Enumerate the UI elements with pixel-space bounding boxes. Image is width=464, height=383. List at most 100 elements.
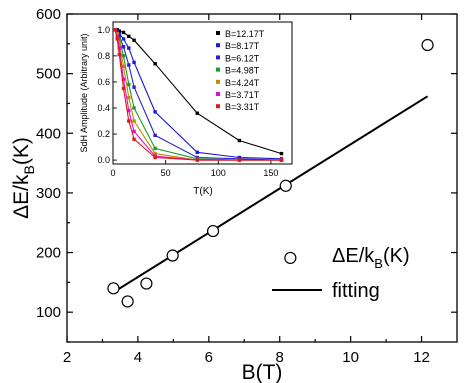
main-y-axis-label-sub: B — [21, 165, 37, 174]
main-plot-frame — [66, 13, 458, 343]
inset-legend-label: B=6.12T — [225, 53, 260, 63]
inset-data-point — [237, 158, 242, 162]
inset-data-point — [117, 32, 122, 36]
inset-x-tick-label: 100 — [211, 168, 226, 178]
inset-data-point — [127, 108, 131, 113]
main-x-tick-label: 6 — [205, 349, 213, 366]
inset-series-line — [114, 29, 282, 161]
inset-data-point — [195, 158, 199, 162]
inset-data-point — [117, 41, 122, 45]
inset-data-point — [132, 137, 136, 141]
data-point-open-circle — [206, 224, 220, 238]
inset-data-point — [153, 110, 157, 114]
legend-label-data-tail: (K) — [383, 245, 410, 267]
data-point-open-circle — [166, 249, 179, 262]
inset-data-point — [121, 30, 126, 35]
inset-data-point — [279, 151, 284, 156]
inset-data-point — [153, 151, 157, 156]
inset-y-tick-label: 0.2 — [97, 129, 110, 139]
inset-x-tick-labels: 0 50 100 150 — [110, 168, 278, 178]
data-point-open-circle — [121, 295, 134, 308]
inset-data-point — [127, 119, 131, 123]
inset-legend-label: B=12.17T — [225, 29, 265, 39]
main-x-tick-label: 4 — [134, 349, 142, 366]
inset-data-point — [127, 63, 131, 67]
inset-data-point — [279, 158, 284, 162]
inset-data-point — [132, 119, 136, 123]
inset-data-point — [153, 155, 157, 160]
main-x-tick-label: 8 — [276, 349, 284, 366]
inset-data-point — [127, 46, 131, 50]
main-y-tick-label: 400 — [36, 125, 61, 142]
inset-chart: 0 50 100 150 0.0 0.2 0.4 0.6 0.8 1.0 T(K) SdH Am… — [79, 21, 293, 197]
main-y-axis-label-main: ΔE/k — [10, 174, 33, 219]
main-x-axis-label: B(T) — [242, 361, 283, 383]
inset-data-point — [132, 106, 136, 110]
inset-data-point — [121, 77, 126, 82]
inset-data-point — [117, 52, 122, 57]
inset-data-point — [237, 138, 242, 143]
inset-data-point — [132, 129, 136, 134]
inset-y-tick-label: 0.0 — [97, 155, 110, 165]
inset-legend-marker — [216, 43, 220, 48]
main-series — [107, 38, 434, 308]
inset-data-point — [127, 95, 131, 100]
main-y-tick-label: 100 — [36, 304, 61, 321]
inset-legend-marker — [216, 31, 220, 35]
legend-marker-open-circle — [284, 251, 297, 265]
inset-data-point — [113, 28, 117, 32]
inset-data-point — [121, 54, 126, 58]
inset-data-point — [117, 37, 122, 41]
data-point-open-circle — [279, 179, 292, 192]
inset-y-tick-label: 0.8 — [97, 51, 110, 61]
main-y-tick-label: 200 — [36, 245, 61, 262]
inset-data-point — [121, 37, 126, 41]
inset-data-point — [115, 37, 119, 41]
inset-data-point — [117, 46, 122, 50]
inset-legend-marker — [216, 79, 220, 84]
inset-data-point — [195, 111, 199, 115]
inset-x-tick-label: 150 — [263, 168, 278, 178]
inset-data-point — [121, 45, 126, 49]
legend-label-data-main: ΔE/k — [332, 245, 375, 267]
legend-label-data: ΔE/kB(K) — [332, 245, 410, 271]
inset-data-point — [153, 146, 157, 151]
inset-y-tick-labels: 0.0 0.2 0.4 0.6 0.8 1.0 — [97, 25, 110, 165]
main-x-tick-labels: 2 4 6 8 10 12 — [63, 349, 430, 366]
main-x-tick-label: 2 — [63, 349, 71, 366]
inset-data-point — [121, 86, 126, 91]
inset-x-axis-label: T(K) — [193, 186, 212, 197]
main-y-tick-label: 500 — [36, 66, 61, 83]
inset-data-point — [117, 34, 122, 39]
main-x-tick-label: 12 — [413, 349, 430, 366]
inset-data-point — [127, 82, 131, 87]
inset-x-tick-label: 0 — [110, 168, 115, 178]
main-legend: ΔE/kB(K) fitting — [272, 245, 410, 302]
data-point-open-circle — [107, 282, 120, 295]
data-point-open-circle — [140, 277, 153, 290]
inset-legend-marker — [216, 92, 220, 96]
inset-data-point — [195, 150, 199, 154]
main-y-axis-label: ΔE/kB(K) — [10, 137, 37, 219]
inset-legend-label: B=3.31T — [225, 102, 260, 112]
inset-y-tick-label: 1.0 — [97, 25, 110, 35]
main-y-tick-labels: 100 200 300 400 500 600 — [36, 6, 61, 321]
main-x-tick-label: 10 — [342, 349, 359, 366]
inset-legend-marker — [216, 67, 220, 72]
inset-data-point — [115, 34, 119, 39]
inset-y-tick-label: 0.4 — [97, 103, 110, 113]
data-point-open-circle — [421, 38, 434, 52]
inset-series — [113, 28, 284, 162]
main-y-tick-label: 300 — [36, 185, 61, 202]
inset-data-point — [132, 38, 136, 42]
main-y-axis-label-tail: (K) — [10, 137, 33, 165]
inset-legend-label: B=4.98T — [225, 66, 260, 76]
inset-data-point — [127, 34, 131, 39]
main-ticks — [66, 13, 457, 343]
inset-data-point — [132, 60, 136, 65]
inset-legend: B=12.17T B=8.17T B=6.12T B=4.98T B=4.24T B=3.… — [216, 29, 265, 112]
inset-legend-marker — [216, 104, 220, 109]
inset-plot-frame — [112, 21, 293, 165]
inset-legend-label: B=8.17T — [225, 41, 260, 51]
